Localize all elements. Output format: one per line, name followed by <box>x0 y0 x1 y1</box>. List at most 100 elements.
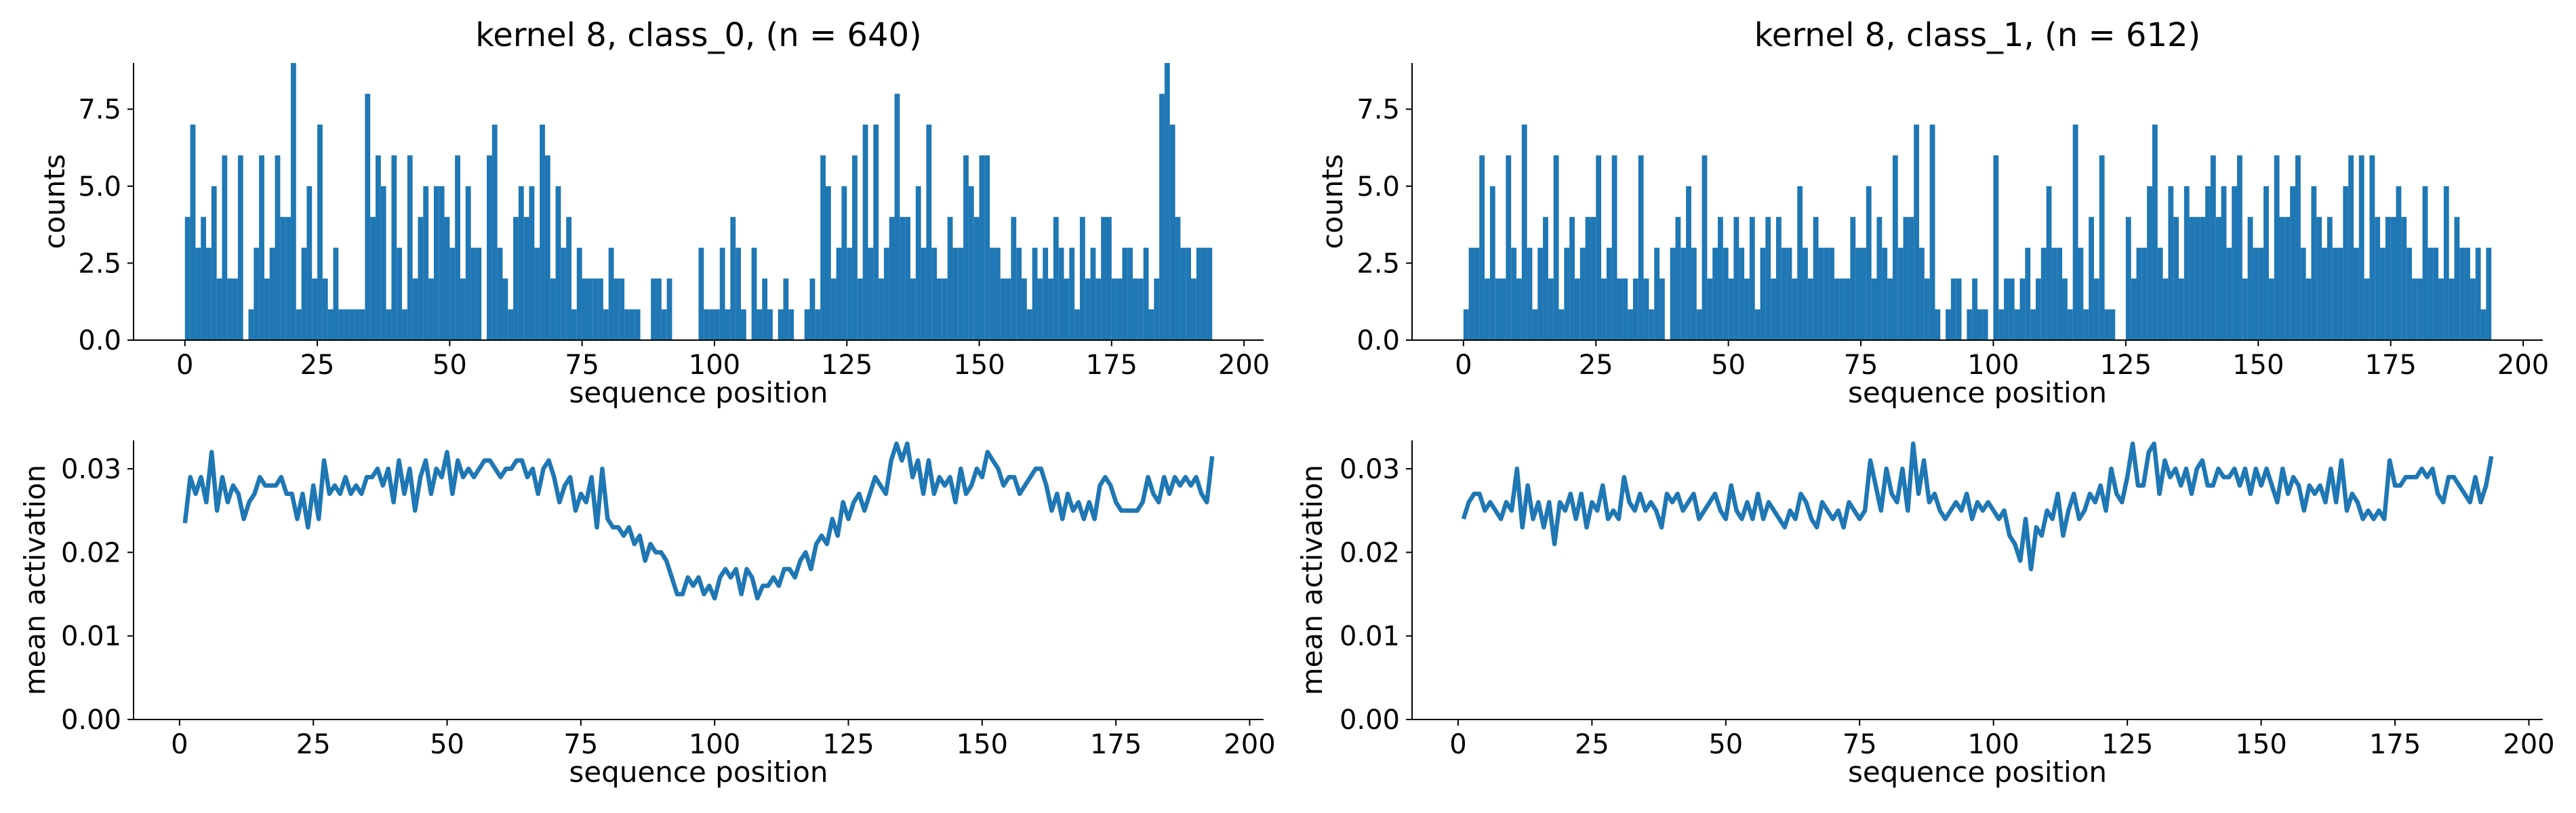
bar <box>2099 155 2105 341</box>
bar <box>2465 247 2470 340</box>
bar <box>1148 309 1154 340</box>
bar <box>529 186 535 340</box>
bar <box>2051 247 2057 340</box>
bar <box>661 309 667 340</box>
bar <box>2067 309 2073 340</box>
x-tick-label: 100 <box>1968 729 2019 760</box>
bar <box>291 63 296 340</box>
bar <box>984 155 990 341</box>
bar <box>1064 278 1070 340</box>
x-tick-label: 0 <box>171 729 188 760</box>
bar <box>1037 278 1043 340</box>
bar <box>359 309 365 340</box>
bar <box>592 278 599 340</box>
bar <box>254 247 260 340</box>
bar <box>449 247 456 340</box>
bar <box>958 247 964 340</box>
bar <box>778 309 784 340</box>
bar <box>550 278 556 340</box>
bar <box>1871 278 1877 340</box>
bar <box>2131 278 2137 340</box>
bar <box>582 278 588 340</box>
bar <box>1866 186 1872 340</box>
x-tick-label: 125 <box>822 729 874 760</box>
line <box>182 441 1215 601</box>
bar <box>825 186 831 340</box>
bar <box>2332 247 2338 340</box>
bar <box>1016 247 1022 340</box>
bar <box>698 247 704 340</box>
bar <box>990 247 995 340</box>
bar <box>2322 247 2327 340</box>
bar <box>1876 217 1883 340</box>
bar <box>1048 278 1053 340</box>
bar <box>2369 155 2375 341</box>
bar <box>1919 247 1925 340</box>
bar <box>1474 247 1480 340</box>
bar <box>1807 278 1813 340</box>
bar <box>423 186 429 340</box>
y-tick-label: 0.00 <box>61 705 121 736</box>
bar <box>1500 278 1506 340</box>
x-axis-label: sequence position <box>1848 755 2107 789</box>
bar <box>1824 247 1830 340</box>
bar <box>1628 309 1633 340</box>
bar <box>354 309 360 340</box>
bar <box>439 186 445 340</box>
bar <box>1079 217 1085 340</box>
x-tick-label: 25 <box>296 729 331 760</box>
y-axis-label: counts <box>1316 154 1349 249</box>
x-tick-label: 50 <box>430 729 464 760</box>
bar <box>275 155 281 341</box>
bar <box>2004 278 2009 340</box>
bar <box>2072 124 2078 340</box>
x-tick-label: 150 <box>2232 350 2284 381</box>
bar <box>444 217 450 340</box>
bar <box>555 186 561 340</box>
bar <box>1489 186 1495 340</box>
bar <box>497 247 503 340</box>
bar <box>1169 124 1175 340</box>
bar <box>613 278 620 340</box>
bar <box>2295 155 2301 341</box>
bar <box>2019 278 2026 340</box>
bar <box>2316 217 2322 340</box>
bar <box>2422 186 2428 340</box>
bar <box>714 309 720 340</box>
x-tick-label: 25 <box>1575 729 1609 760</box>
bar <box>1659 278 1665 340</box>
bar <box>2147 186 2152 340</box>
x-tick-label: 100 <box>689 350 740 381</box>
y-tick-label: 0.03 <box>61 454 121 485</box>
bar <box>2438 278 2444 340</box>
x-tick-label: 200 <box>2503 729 2554 760</box>
bar <box>963 155 969 341</box>
bar <box>566 217 572 340</box>
bar <box>2046 186 2052 340</box>
bar <box>1972 278 1977 340</box>
bar <box>2236 155 2242 341</box>
bar <box>1882 247 1888 340</box>
bar <box>2168 186 2174 340</box>
y-tick-label: 7.5 <box>78 94 121 125</box>
bar <box>1175 217 1181 340</box>
bar <box>2348 155 2354 341</box>
bar <box>370 217 376 340</box>
x-tick-label: 0 <box>176 350 193 381</box>
bar <box>2337 247 2343 340</box>
bar <box>2486 247 2492 340</box>
bar <box>2407 247 2412 340</box>
bar <box>709 309 715 340</box>
bar <box>1154 278 1160 340</box>
bar <box>1127 247 1133 340</box>
bar <box>222 155 228 341</box>
bar <box>1892 155 1898 341</box>
x-tick-label: 25 <box>1579 350 1613 381</box>
bar <box>2443 186 2449 340</box>
bar <box>1574 278 1580 340</box>
bar <box>1760 247 1766 340</box>
bar <box>1463 309 1469 340</box>
bar <box>2179 278 2184 340</box>
bar <box>2083 309 2089 340</box>
bar <box>211 186 217 340</box>
